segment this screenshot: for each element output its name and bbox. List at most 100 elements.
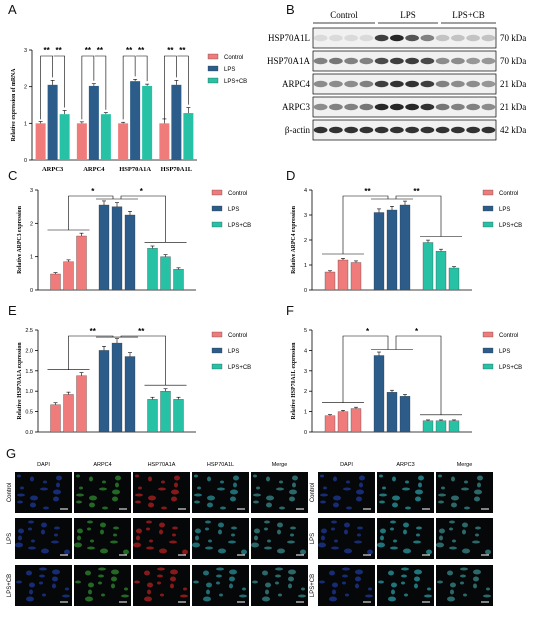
if-row-label: LPS+CB	[310, 574, 316, 597]
blot-band	[390, 80, 404, 88]
protein-label: HSP70A1L	[268, 33, 310, 43]
blot-band	[451, 126, 465, 134]
if-signal	[148, 502, 154, 508]
sig-mark: **	[364, 187, 371, 196]
legend-label-0: Control	[499, 333, 518, 339]
if-row-label: Control	[7, 483, 13, 502]
legend-swatch-1	[211, 347, 223, 354]
sig-bracket	[177, 55, 189, 105]
if-signal	[216, 574, 222, 578]
blot-band	[481, 57, 496, 65]
if-signal	[403, 548, 411, 554]
bar-lps	[386, 209, 398, 291]
if-signal	[414, 576, 420, 582]
if-signal	[345, 593, 349, 597]
if-signal	[136, 528, 142, 534]
legend-swatch-1	[207, 65, 219, 72]
bar-lps-cb	[147, 248, 158, 291]
blot-band	[390, 34, 404, 42]
if-signal	[368, 587, 372, 591]
if-signal	[206, 582, 212, 588]
legend-label-0: Control	[228, 191, 247, 197]
sig-bracket	[342, 195, 389, 254]
if-signal	[447, 570, 453, 576]
if-header: Merge	[272, 462, 288, 468]
legend-label-2: LPS+CB	[499, 223, 522, 229]
legend-swatch-0	[482, 331, 494, 338]
legend-label-1: LPS	[499, 207, 510, 213]
if-signal	[161, 480, 165, 484]
y-axis-label: Relative ARPC3 expression	[17, 205, 23, 274]
if-header: Merge	[457, 462, 473, 468]
blot-band	[420, 80, 435, 88]
if-tile	[15, 472, 72, 513]
if-signal	[16, 580, 22, 584]
if-signal	[31, 539, 35, 543]
bar-lps	[130, 81, 141, 160]
sig-mark: **	[138, 46, 145, 55]
if-signal	[171, 496, 177, 502]
if-signal	[134, 580, 140, 584]
y-tick-label: 1	[304, 410, 307, 416]
if-signal	[460, 581, 464, 585]
kda-label: 21 kDa	[500, 79, 526, 89]
if-signal	[344, 529, 348, 535]
if-signal	[170, 569, 178, 575]
sig-bracket	[120, 335, 166, 386]
if-signal	[157, 567, 165, 571]
if-signal	[205, 546, 213, 550]
if-signal	[52, 576, 58, 582]
sig-bracket	[342, 335, 389, 403]
if-row-label: LPS	[310, 533, 316, 544]
if-signal	[464, 506, 470, 510]
if-signal	[26, 570, 32, 576]
if-signal	[391, 582, 397, 588]
sig-bracket	[120, 195, 166, 243]
sig-mark: **	[85, 46, 92, 55]
blot-band	[329, 80, 343, 88]
sig-mark: **	[44, 46, 51, 55]
if-signal	[254, 528, 260, 534]
if-signal	[418, 475, 424, 481]
if-signal	[401, 567, 409, 571]
bar-lps	[124, 214, 136, 291]
if-signal	[253, 493, 261, 497]
y-axis-label: Relative expression of mRNA	[11, 68, 17, 142]
if-signal	[87, 520, 93, 524]
y-axis-label: Relative HSP70A1L expression	[291, 342, 297, 420]
bar-lps	[111, 206, 123, 291]
if-tile	[192, 565, 249, 606]
sig-bracket	[395, 195, 442, 237]
bar-control	[50, 273, 61, 291]
if-signal	[98, 574, 104, 578]
legend-swatch-2	[482, 363, 494, 370]
if-signal	[233, 482, 237, 488]
bar-lps	[373, 355, 385, 433]
if-tile	[74, 565, 131, 606]
y-tick-label: 3	[30, 188, 33, 194]
sig-mark: **	[167, 46, 174, 55]
if-signal	[160, 593, 164, 597]
blot-band	[329, 34, 343, 42]
y-tick-label: 1.0	[25, 389, 33, 395]
chart-f: 0 1 2 3 4 5 Relative HSP70A1L expression * * Cont…	[291, 327, 522, 436]
blot-band	[451, 57, 465, 65]
kda-label: 42 kDa	[500, 125, 526, 135]
if-signal	[462, 522, 468, 528]
if-signal	[88, 582, 94, 588]
if-signal	[357, 533, 361, 537]
if-signal	[404, 593, 408, 597]
if-signal	[194, 493, 202, 497]
if-signal	[135, 474, 139, 478]
bar-lps-cb	[448, 420, 460, 433]
bar-lps-cb	[173, 399, 184, 433]
if-signal	[450, 589, 454, 595]
if-tile	[251, 472, 308, 513]
bar-lps-cb	[100, 114, 111, 160]
if-signal	[262, 570, 268, 576]
legend-label-1: LPS	[228, 207, 239, 213]
y-tick-label: 0	[24, 158, 27, 164]
if-signal	[88, 589, 92, 595]
if-signal	[300, 549, 306, 555]
if-signal	[332, 589, 336, 595]
